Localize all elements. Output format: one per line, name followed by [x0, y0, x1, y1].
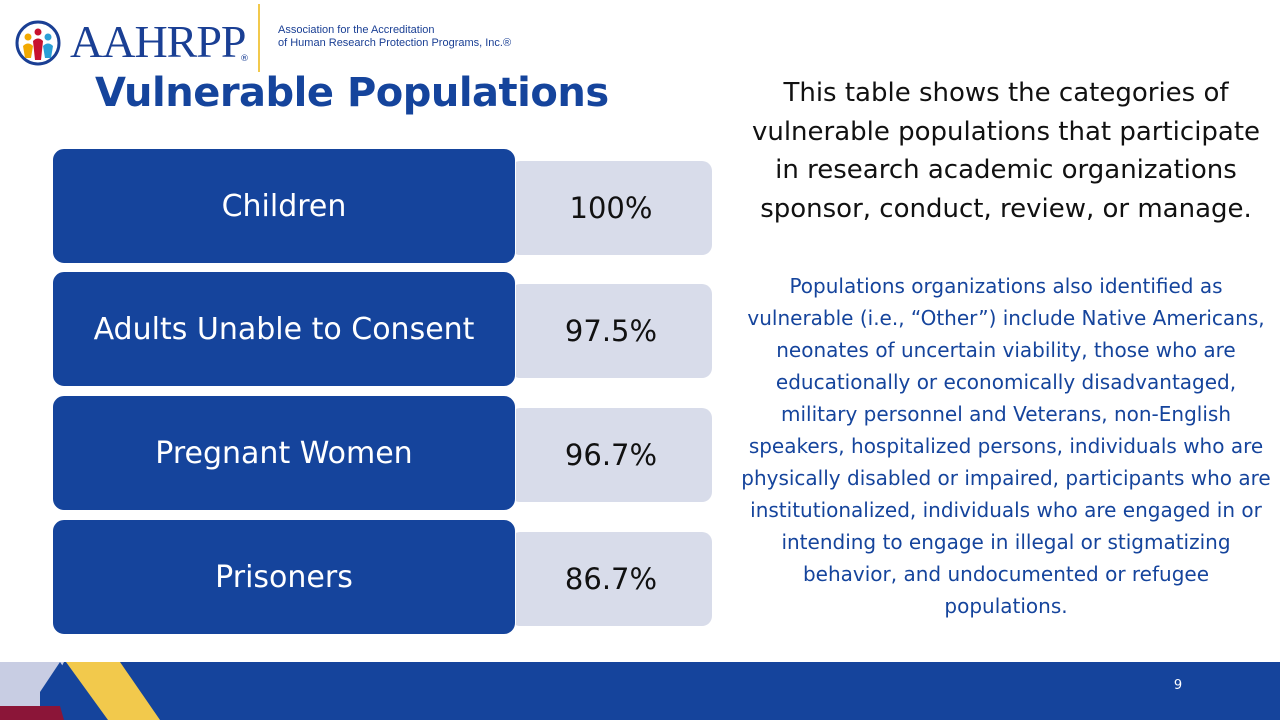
row-category: Prisoners [52, 519, 516, 635]
value-box [510, 532, 712, 626]
logo-divider [258, 4, 260, 72]
row-category: Children [52, 148, 516, 264]
footer-bar [0, 662, 1280, 720]
page-number: 9 [1173, 678, 1183, 693]
logo-tagline-line1: Association for the Accreditation [278, 24, 435, 36]
table-row: 97.5% Adults Unable to Consent [52, 271, 714, 389]
aahrpp-logo: AAHRPP ® Association for the Accreditati… [14, 4, 574, 72]
row-value: 96.7% [564, 438, 658, 472]
row-value: 97.5% [564, 314, 658, 348]
row-value: 100% [569, 191, 653, 225]
row-category: Adults Unable to Consent [52, 271, 516, 387]
logo-tagline-line2: of Human Research Protection Programs, I… [278, 37, 512, 49]
description-text: This table shows the categories of vulne… [751, 78, 1261, 224]
table-row: 100% Children [52, 148, 714, 266]
row-category: Pregnant Women [52, 395, 516, 511]
page-title: Vulnerable Populations [95, 70, 609, 116]
row-value: 86.7% [564, 562, 658, 596]
footer-chevron-decoration [0, 662, 160, 720]
other-populations-note: Populations organizations also identifie… [741, 274, 1271, 618]
value-box [510, 408, 712, 502]
value-box [510, 284, 712, 378]
table-row: 96.7% Pregnant Women [52, 395, 714, 513]
logo-registered-mark: ® [240, 54, 249, 64]
logo-tagline: Association for the Accreditation of Hum… [278, 24, 511, 50]
table-row: 86.7% Prisoners [52, 519, 714, 637]
value-box [510, 161, 712, 255]
logo-wordmark: AAHRPP [70, 16, 247, 67]
people-globe-icon [15, 20, 61, 66]
footer-band: 9 [0, 662, 1280, 720]
